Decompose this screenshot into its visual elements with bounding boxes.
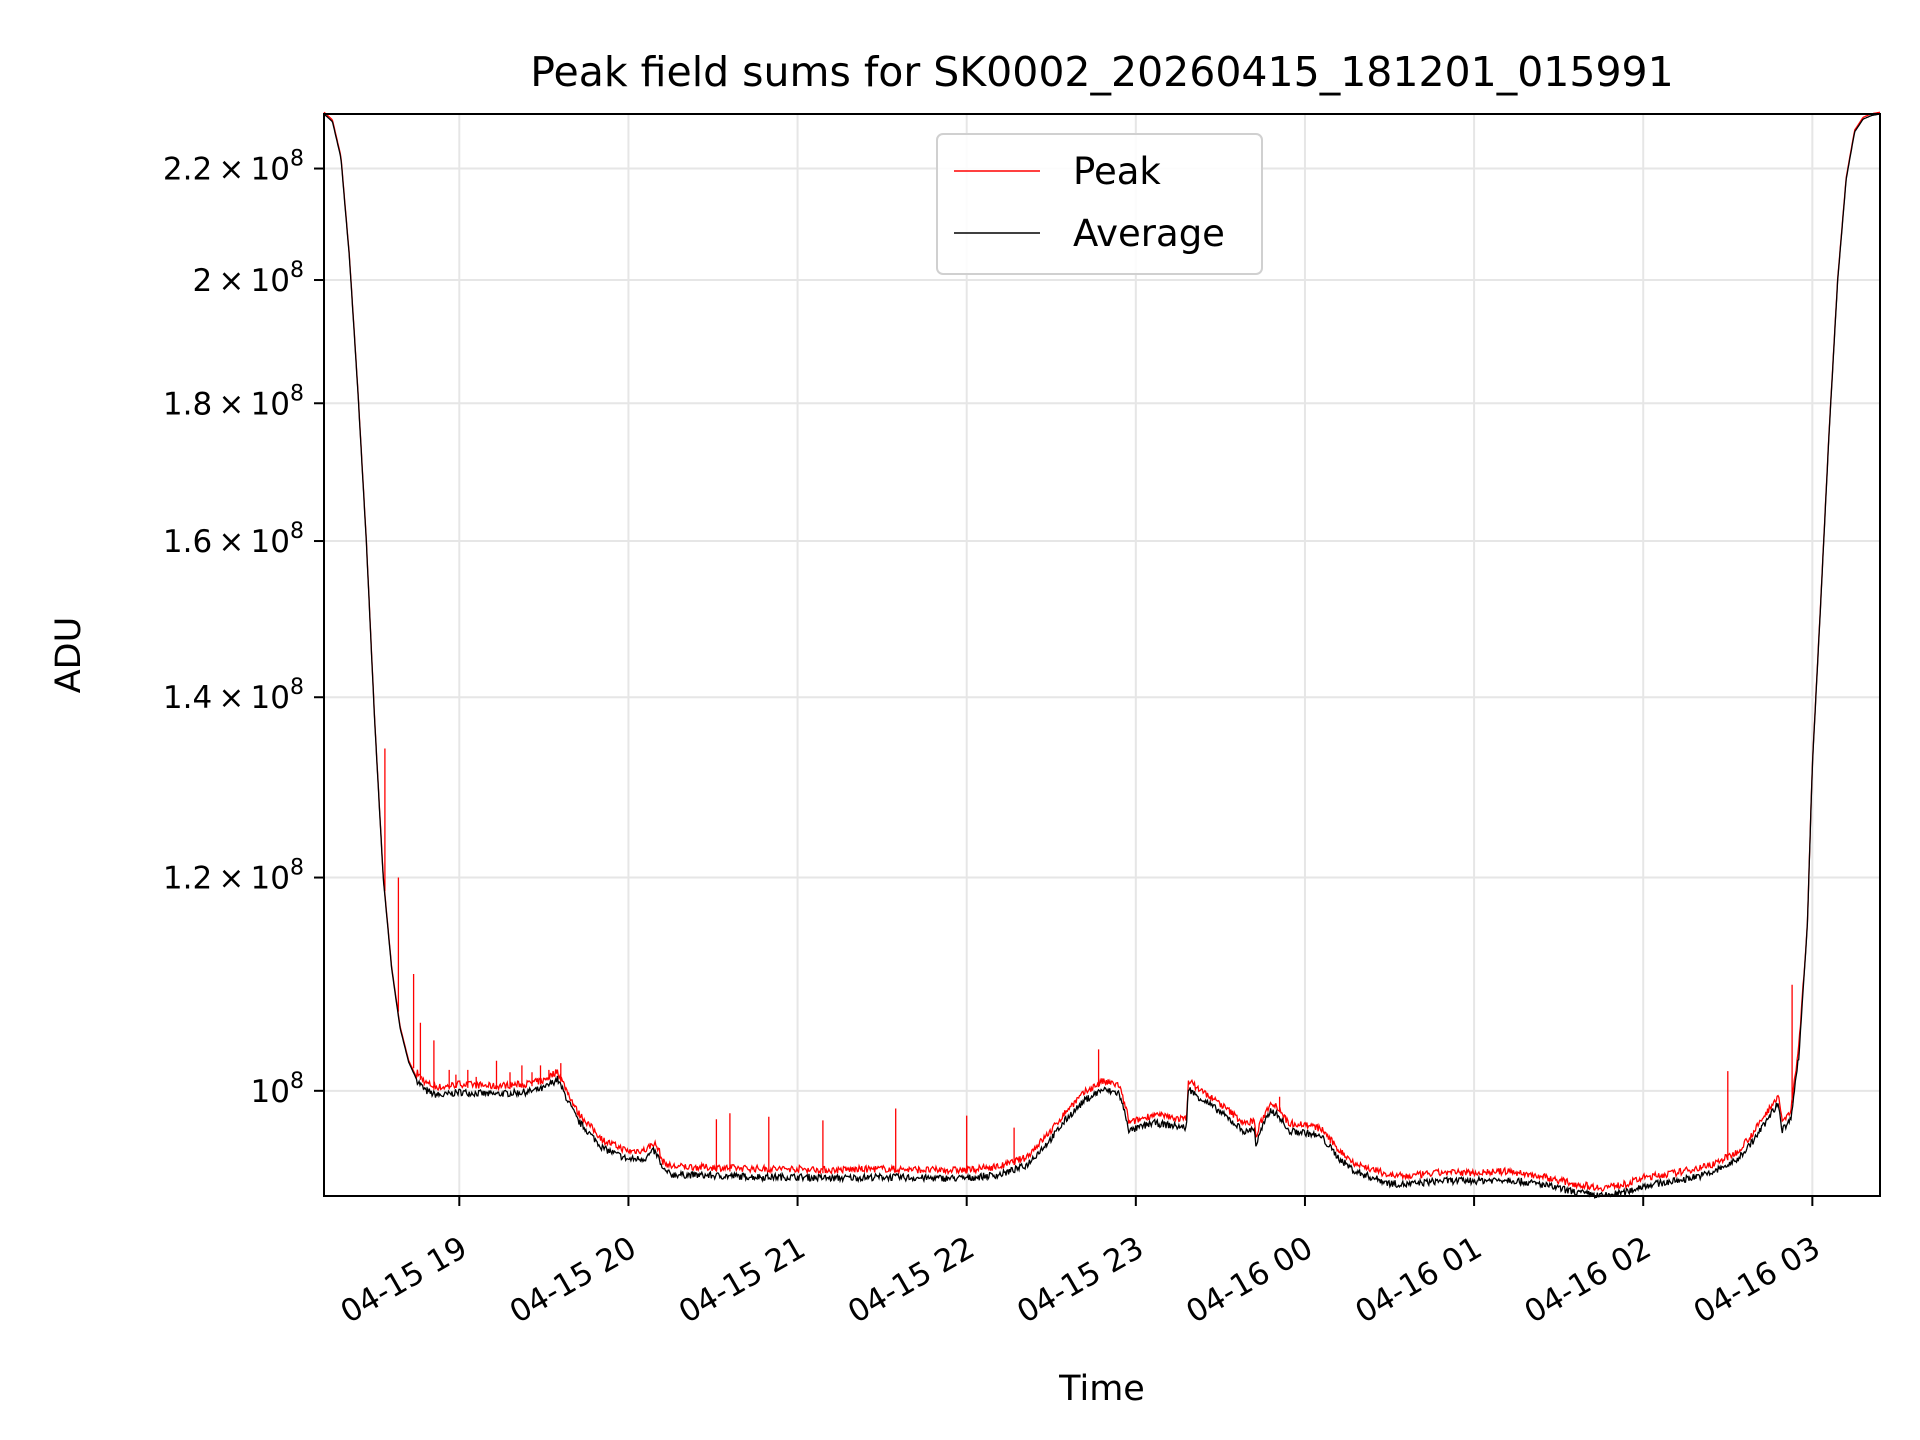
x-tick-label: 04-16 01 — [1349, 1230, 1488, 1331]
legend: Peak Average — [936, 133, 1263, 275]
x-tick-label: 04-15 22 — [842, 1230, 981, 1331]
y-tick-label: 1.6 × 108 — [163, 519, 304, 560]
legend-peak-label: Peak — [1073, 150, 1161, 193]
x-tick-label: 04-15 21 — [673, 1230, 812, 1331]
peak-series — [323, 111, 1881, 1192]
x-tick-label: 04-15 20 — [504, 1230, 643, 1331]
legend-average-label: Average — [1073, 212, 1225, 255]
x-tick-label: 04-16 02 — [1519, 1230, 1658, 1331]
x-tick-label: 04-16 03 — [1688, 1230, 1827, 1331]
plot-area-frame — [323, 113, 1881, 1197]
y-axis-title: ADU — [49, 617, 89, 694]
y-tick-label: 1.2 × 108 — [163, 856, 304, 897]
x-axis-ticks: 04-15 19 04-15 20 04-15 21 04-15 22 04-15 23… — [335, 1196, 1827, 1331]
y-tick-label: 1.4 × 108 — [163, 675, 304, 716]
peak-series-line — [323, 111, 1881, 1192]
x-tick-label: 04-15 23 — [1011, 1230, 1150, 1331]
x-tick-label: 04-15 19 — [335, 1230, 474, 1331]
x-tick-label: 04-16 00 — [1180, 1230, 1319, 1331]
chart-title: Peak field sums for SK0002_20260415_1812… — [530, 48, 1673, 96]
y-axis-ticks: 108 1.2 × 108 1.4 × 108 1.6 × 108 1.8 × 108 2… — [163, 147, 324, 1110]
grid-lines — [324, 114, 1880, 1196]
y-tick-label: 2 × 108 — [192, 258, 304, 299]
legend-box — [936, 133, 1263, 275]
y-tick-label: 2.2 × 108 — [163, 147, 304, 188]
y-tick-label: 108 — [251, 1069, 304, 1110]
y-tick-label: 1.8 × 108 — [163, 381, 304, 422]
x-axis-title: Time — [1058, 1369, 1145, 1409]
average-series-line — [323, 113, 1881, 1199]
average-series — [323, 113, 1881, 1199]
